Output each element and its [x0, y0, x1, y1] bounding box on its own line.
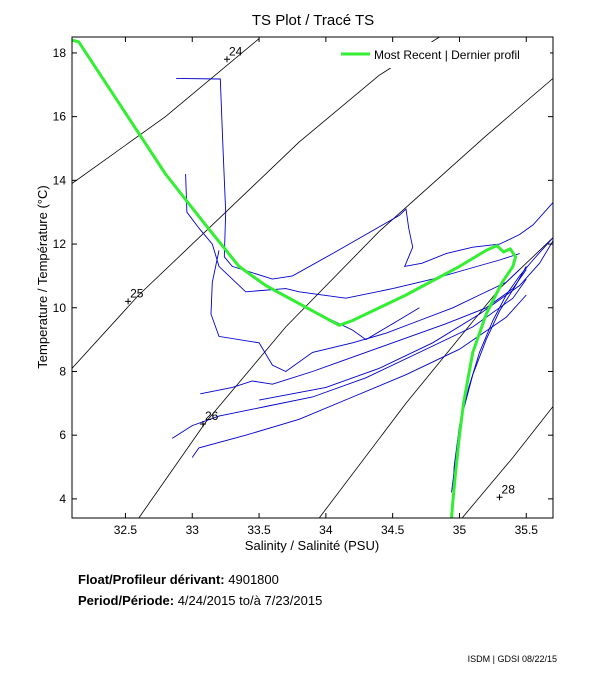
y-axis-label: Temperature / Température (°C): [35, 185, 50, 368]
y-tick-label: 10: [53, 301, 67, 315]
float-id: 4901800: [228, 572, 279, 587]
density-contour: [72, 37, 440, 369]
historical-profile: [185, 173, 520, 299]
x-tick-label: 34: [319, 523, 333, 537]
period-info: Period/Période: 4/24/2015 to/à 7/23/2015: [78, 593, 322, 608]
contour-label: 26: [205, 409, 219, 423]
float-label: Float/Profileur dérivant:: [78, 572, 225, 587]
contour-marker: [125, 298, 132, 305]
x-tick-label: 33: [186, 523, 200, 537]
historical-profile: [176, 77, 553, 280]
density-contour: [318, 237, 553, 518]
legend-label: Most Recent | Dernier profil: [374, 48, 520, 62]
contour-label: 28: [502, 482, 516, 496]
x-tick-label: 33.5: [247, 523, 271, 537]
contour-marker: [223, 56, 230, 63]
x-tick-label: 34.5: [381, 523, 405, 537]
y-tick-label: 18: [53, 46, 67, 60]
y-tick-label: 6: [59, 428, 66, 442]
historical-profile: [210, 250, 520, 373]
y-tick-label: 16: [53, 110, 67, 124]
period-start: 4/24/2015: [177, 593, 236, 608]
x-axis-label: Salinity / Salinité (PSU): [245, 538, 379, 553]
y-tick-label: 14: [53, 173, 67, 187]
historical-profile: [452, 237, 553, 506]
contour-label: 25: [130, 286, 144, 300]
y-tick-label: 12: [53, 237, 67, 251]
contour-marker: [496, 494, 503, 501]
period-label: Period/Période:: [78, 593, 175, 608]
density-contour: [138, 78, 553, 518]
most-recent-profile: [72, 38, 518, 518]
period-to-label: to/à: [239, 593, 261, 608]
contour-label: 24: [229, 44, 243, 58]
contour-marker: [199, 421, 206, 428]
y-tick-label: 4: [59, 492, 66, 506]
chart-title: TS Plot / Tracé TS: [252, 12, 374, 29]
plot-frame: [71, 36, 554, 519]
historical-profile: [200, 269, 527, 395]
density-contour: [72, 38, 260, 184]
historical-profile: [191, 294, 527, 458]
historical-profile: [325, 307, 420, 341]
historical-profile: [259, 240, 553, 401]
float-info: Float/Profileur dérivant: 4901800: [78, 572, 279, 587]
legend: Most Recent | Dernier profil: [333, 42, 550, 68]
x-tick-label: 32.5: [114, 523, 138, 537]
x-tick-label: 35.5: [515, 523, 539, 537]
historical-profile: [451, 266, 527, 493]
period-end: 7/23/2015: [264, 593, 323, 608]
historical-profile: [171, 278, 527, 439]
footer-credit: ISDM | GDSI 08/22/15: [467, 654, 557, 664]
y-tick-label: 8: [59, 364, 66, 378]
density-contour: [461, 406, 553, 518]
x-tick-label: 35: [453, 523, 467, 537]
